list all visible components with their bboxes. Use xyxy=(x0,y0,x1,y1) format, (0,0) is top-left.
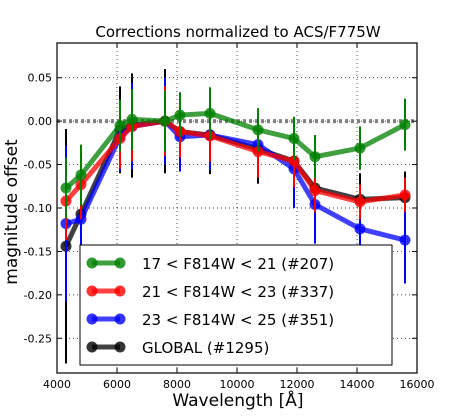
y-tick-label: 0.05 xyxy=(28,72,53,85)
series-group xyxy=(60,86,411,241)
data-point xyxy=(114,120,126,131)
y-tick-label: -0.10 xyxy=(24,202,52,215)
data-point xyxy=(399,189,411,201)
y-tick-label: 0.00 xyxy=(28,115,53,128)
legend-swatch-marker xyxy=(114,285,126,297)
y-tick-label: -0.05 xyxy=(24,159,52,172)
legend-label: GLOBAL (#1295) xyxy=(142,339,269,357)
x-tick-label: 12000 xyxy=(280,378,315,391)
data-point xyxy=(288,133,300,145)
legend-box xyxy=(79,244,393,366)
legend-label: 17 < F814W < 21 (#207) xyxy=(142,255,334,273)
y-tick-label: -0.15 xyxy=(24,245,52,258)
x-axis-label: Wavelength [Å] xyxy=(172,389,303,411)
x-tick-label: 6000 xyxy=(103,378,131,391)
data-point xyxy=(288,155,300,167)
x-tick-label: 16000 xyxy=(400,378,435,391)
data-point xyxy=(399,119,411,131)
y-axis-label: magnitude offset xyxy=(2,139,22,285)
data-point xyxy=(399,234,411,246)
data-point xyxy=(309,185,321,197)
data-point xyxy=(75,169,87,181)
series-line xyxy=(64,110,407,190)
data-point xyxy=(159,115,171,127)
data-point xyxy=(252,124,264,136)
data-point xyxy=(204,107,216,119)
data-point xyxy=(309,151,321,163)
legend-swatch-marker xyxy=(114,257,126,269)
legend-entry: 17 < F814W < 21 (#207) xyxy=(86,255,334,273)
y-tick-label: -0.25 xyxy=(24,332,52,345)
x-tick-label: 10000 xyxy=(220,378,255,391)
legend-entry: GLOBAL (#1295) xyxy=(86,339,269,357)
legend-swatch-marker xyxy=(86,313,98,325)
data-point xyxy=(354,142,366,154)
legend-entry: 23 < F814W < 25 (#351) xyxy=(86,311,334,329)
legend-label: 23 < F814W < 25 (#351) xyxy=(142,311,334,329)
plot-frame xyxy=(56,42,418,374)
legend-swatch-marker xyxy=(114,341,126,353)
x-tick-label: 4000 xyxy=(43,378,71,391)
data-point xyxy=(354,196,366,208)
y-tick-label: -0.20 xyxy=(24,289,52,302)
legend-label: 21 < F814W < 23 (#337) xyxy=(142,283,334,301)
series-line xyxy=(64,118,406,205)
data-point xyxy=(354,223,366,235)
data-point xyxy=(60,182,72,194)
chart-title: Corrections normalized to ACS/F775W xyxy=(95,23,380,41)
legend: 17 < F814W < 21 (#207) 21 < F814W < 23 (#… xyxy=(79,244,393,366)
data-point xyxy=(126,113,138,125)
x-tick-label: 8000 xyxy=(163,378,191,391)
legend-swatch-marker xyxy=(86,257,98,269)
legend-swatch-marker xyxy=(114,313,126,325)
data-point xyxy=(174,109,186,121)
plot-area: 4000 6000 8000 10000 12000 14000 16000 0.05 0.00… xyxy=(24,42,435,391)
series-group xyxy=(60,87,411,219)
legend-entry: 21 < F814W < 23 (#337) xyxy=(86,283,334,301)
legend-swatch-marker xyxy=(86,285,98,297)
legend-swatch-marker xyxy=(86,341,98,353)
x-tick-label: 14000 xyxy=(340,378,375,391)
